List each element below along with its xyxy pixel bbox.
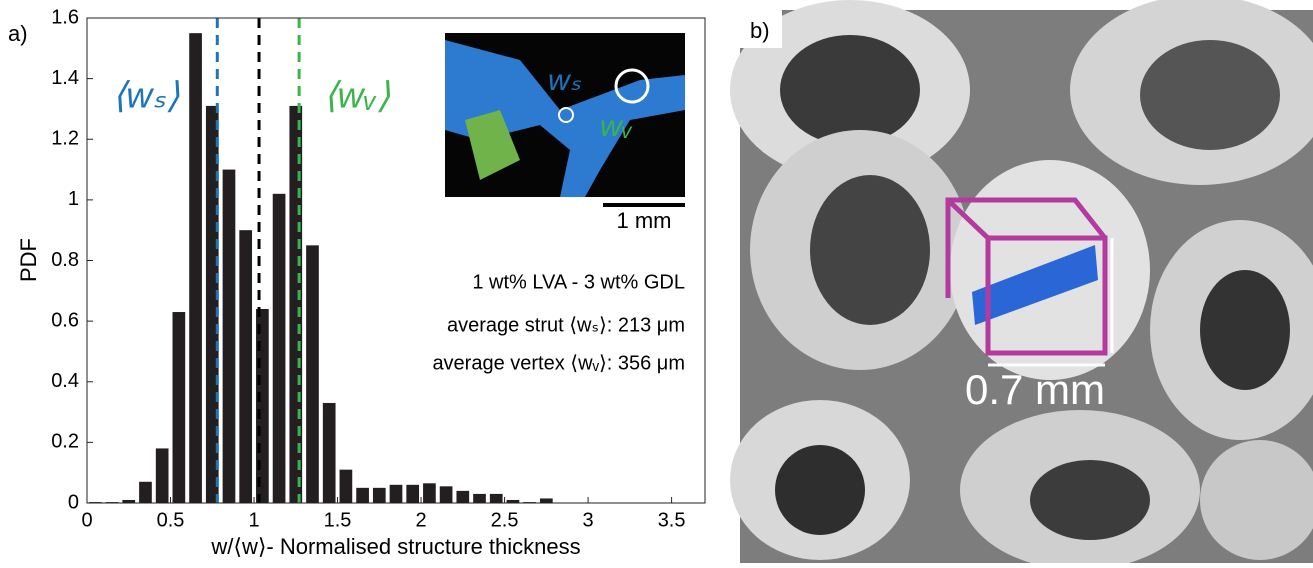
bar — [406, 484, 420, 503]
bar — [423, 483, 436, 503]
bar — [456, 490, 470, 503]
x-tick-label: 1 — [248, 509, 259, 531]
y-tick-label: 0.6 — [51, 309, 79, 331]
bar — [222, 169, 236, 503]
annotation: ⟨wᵥ⟩ — [324, 75, 391, 116]
bar — [356, 487, 369, 503]
y-tick-label: 0.2 — [51, 431, 79, 453]
y-axis-label: PDF — [16, 238, 41, 282]
x-tick-label: 0 — [81, 509, 92, 531]
annotation: ⟨wₛ⟩ — [112, 75, 180, 116]
y-tick-label: 1.4 — [51, 67, 79, 89]
bar — [155, 448, 169, 503]
y-tick-label: 0.4 — [51, 370, 79, 392]
bar — [256, 309, 269, 503]
inset-label: wₛ — [548, 64, 582, 97]
x-tick-label: 2 — [415, 509, 426, 531]
x-tick-label: 1.5 — [324, 509, 352, 531]
y-tick-label: 0 — [68, 491, 79, 513]
bar — [372, 487, 386, 503]
x-tick-label: 3.5 — [658, 509, 686, 531]
annotation: average strut ⟨wₛ⟩: 213 μm — [447, 314, 685, 336]
scale-label: 1 mm — [617, 208, 672, 233]
bar — [473, 493, 486, 503]
panel-label: a) — [8, 21, 28, 46]
x-axis-label: w/⟨w⟩- Normalised structure thickness — [210, 534, 580, 559]
annotation: 1 wt% LVA - 3 wt% GDL — [472, 271, 685, 293]
bar — [539, 498, 553, 503]
y-tick-label: 0.8 — [51, 249, 79, 271]
bar — [306, 245, 319, 503]
bar — [139, 481, 152, 503]
bar — [506, 499, 520, 503]
bar — [172, 312, 186, 503]
annotation: average vertex ⟨wᵥ⟩: 356 μm — [432, 352, 685, 374]
bar — [389, 484, 403, 503]
bar — [489, 493, 503, 503]
panel-label: b) — [750, 18, 770, 43]
x-tick-label: 0.5 — [157, 509, 185, 531]
bar — [239, 230, 253, 503]
bar — [272, 193, 286, 503]
y-tick-label: 1 — [68, 188, 79, 210]
inset-image — [445, 33, 685, 207]
x-tick-label: 2.5 — [491, 509, 519, 531]
bar — [439, 486, 453, 503]
scale-label: 0.7 mm — [965, 366, 1105, 413]
x-tick-label: 3 — [583, 509, 594, 531]
bar — [189, 33, 202, 503]
bar — [122, 499, 136, 503]
bar — [322, 402, 336, 503]
bar — [339, 469, 353, 503]
bar — [205, 105, 219, 503]
render-image — [730, 0, 1313, 568]
y-tick-label: 1.2 — [51, 128, 79, 150]
y-tick-label: 1.6 — [51, 6, 79, 28]
inset-label: wᵥ — [600, 110, 633, 143]
